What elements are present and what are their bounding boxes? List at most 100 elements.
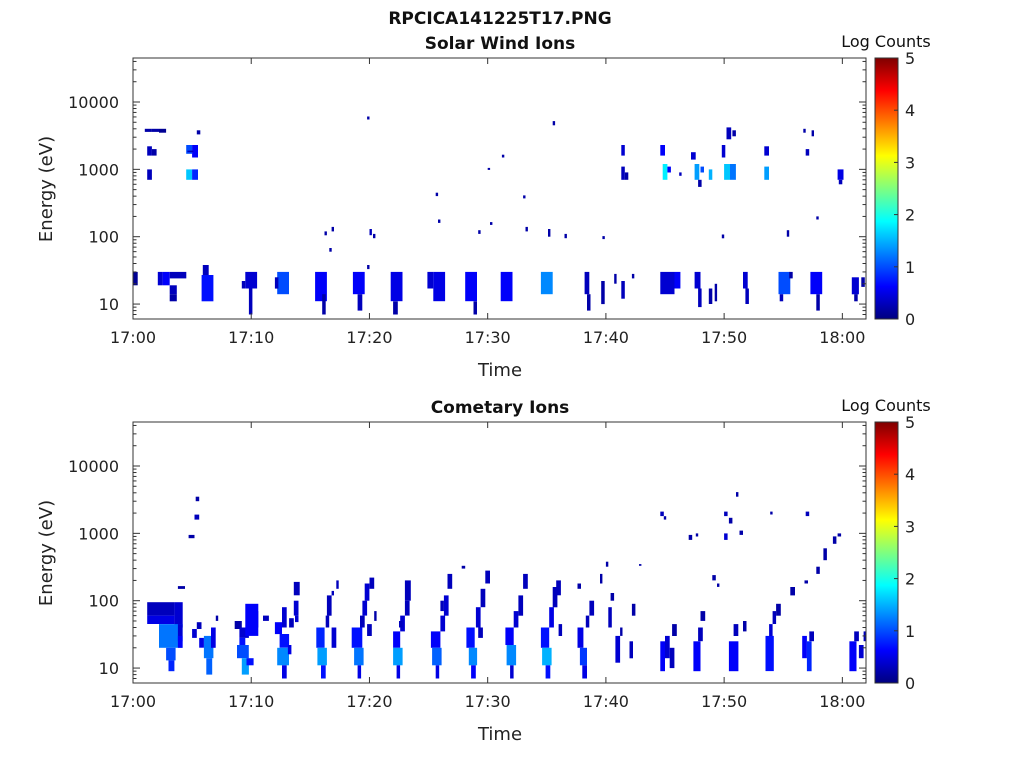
spectrogram-cell <box>211 627 216 648</box>
spectrogram-cell <box>587 294 591 311</box>
spectrogram-cell <box>631 603 636 616</box>
spectrogram-cell <box>589 600 595 616</box>
spectrogram-cell <box>700 611 706 621</box>
spectrogram-cell <box>621 281 625 299</box>
spectrogram-cell <box>764 166 769 180</box>
spectrogram-cell <box>177 586 185 589</box>
spectrogram-cell <box>816 294 820 311</box>
solar-wind-spectrogram <box>133 116 865 315</box>
spectrogram-cell <box>485 570 490 584</box>
spectrogram-cell <box>478 230 481 234</box>
spectrogram-cell <box>367 116 370 120</box>
spectrogram-cell <box>736 492 739 497</box>
spectrogram-cell <box>289 618 294 628</box>
spectrogram-cell <box>600 573 603 584</box>
spectrogram-cell <box>473 301 477 315</box>
spectrogram-cell <box>505 627 514 645</box>
spectrogram-cell <box>804 580 808 584</box>
cometary-spectrogram <box>147 492 866 679</box>
cometary-panel: Cometary Ions 17:00 17:10 17:20 17:30 17:40 1… <box>36 396 931 745</box>
spectrogram-cell <box>430 631 441 648</box>
spectrogram-cell <box>374 611 377 621</box>
spectrogram-cell <box>764 146 769 156</box>
spectrogram-cell <box>779 294 784 302</box>
spectrogram-cell <box>665 635 670 659</box>
cometary-y-axis: 10 100 1000 10000 <box>68 424 866 679</box>
spectrogram-cell <box>610 593 615 601</box>
spectrogram-cell <box>765 635 774 672</box>
spectrogram-cell <box>712 575 716 581</box>
cometary-y-label: Energy (eV) <box>36 500 57 606</box>
spectrogram-cell <box>468 647 478 666</box>
spectrogram-cell <box>510 665 514 679</box>
y-tick-label: 10000 <box>68 93 119 112</box>
solar-wind-colorbar-label: Log Counts <box>841 32 931 51</box>
spectrogram-cell <box>461 565 466 569</box>
spectrogram-cell <box>490 222 493 225</box>
spectrogram-cell <box>728 641 739 672</box>
spectrogram-cell <box>393 301 398 315</box>
spectrogram-cell <box>525 226 528 232</box>
spectrogram-cell <box>440 600 444 612</box>
cometary-plot-frame <box>132 421 867 684</box>
spectrogram-cell <box>805 511 810 517</box>
spectrogram-cell <box>837 533 842 537</box>
spectrogram-cell <box>545 665 551 679</box>
spectrogram-cell <box>660 511 664 517</box>
x-tick-label: 17:50 <box>701 692 747 711</box>
spectrogram-cell <box>147 615 175 624</box>
solar-wind-panel: Solar Wind Ions 17:00 17:10 17:20 17:30 17:4… <box>36 32 931 381</box>
spectrogram-cell <box>724 533 728 540</box>
spectrogram-cell <box>624 172 629 180</box>
spectrogram-cell <box>433 271 446 302</box>
spectrogram-cell <box>196 622 202 629</box>
spectrogram-cell <box>770 511 773 515</box>
spectrogram-cell <box>157 271 163 286</box>
spectrogram-cell <box>245 271 258 289</box>
spectrogram-cell <box>352 271 365 295</box>
spectrogram-cell <box>331 590 334 596</box>
spectrogram-cell <box>393 631 401 648</box>
spectrogram-cell <box>399 621 403 628</box>
spectrogram-cell <box>186 169 193 180</box>
spectrogram-cell <box>373 233 376 239</box>
spectrogram-cell <box>660 145 665 156</box>
spectrogram-cell <box>241 281 246 289</box>
spectrogram-cell <box>287 645 292 655</box>
spectrogram-cell <box>331 627 337 648</box>
spectrogram-cell <box>585 615 590 628</box>
spectrogram-cell <box>816 216 819 220</box>
spectrogram-cell <box>698 288 702 308</box>
x-tick-label: 17:40 <box>583 692 629 711</box>
spectrogram-cell <box>239 627 249 638</box>
spectrogram-cell <box>357 665 362 679</box>
spectrogram-cell <box>501 154 505 158</box>
spectrogram-cell <box>803 128 806 133</box>
spectrogram-cell <box>662 164 668 180</box>
spectrogram-cell <box>390 271 403 302</box>
spectrogram-cell <box>177 624 183 642</box>
spectrogram-cell <box>805 149 810 156</box>
spectrogram-cell <box>714 283 718 302</box>
cometary-title: Cometary Ions <box>431 398 570 418</box>
solar-wind-y-axis: 10 100 1000 10000 <box>68 60 866 315</box>
spectrogram-cell <box>147 602 175 616</box>
spectrogram-cell <box>790 587 795 596</box>
y-tick-label: 10 <box>99 295 119 314</box>
spectrogram-cell <box>523 195 526 199</box>
spectrogram-cell <box>151 128 159 132</box>
y-tick-label: 100 <box>88 592 119 611</box>
spectrogram-cell <box>480 588 486 608</box>
colorbar-tick-label: 0 <box>905 310 915 329</box>
colorbar-tick-label: 5 <box>905 413 915 432</box>
spectrogram-cell <box>558 624 563 636</box>
spectrogram-cell <box>721 234 725 239</box>
spectrogram-cell <box>293 600 299 616</box>
spectrogram-cell <box>615 635 621 663</box>
spectrogram-cell <box>295 615 299 623</box>
x-tick-label: 17:20 <box>346 692 392 711</box>
spectrogram-cell <box>202 265 209 275</box>
spectrogram-cell <box>322 294 326 315</box>
spectrogram-cell <box>354 647 364 666</box>
spectrogram-cell <box>577 583 581 589</box>
